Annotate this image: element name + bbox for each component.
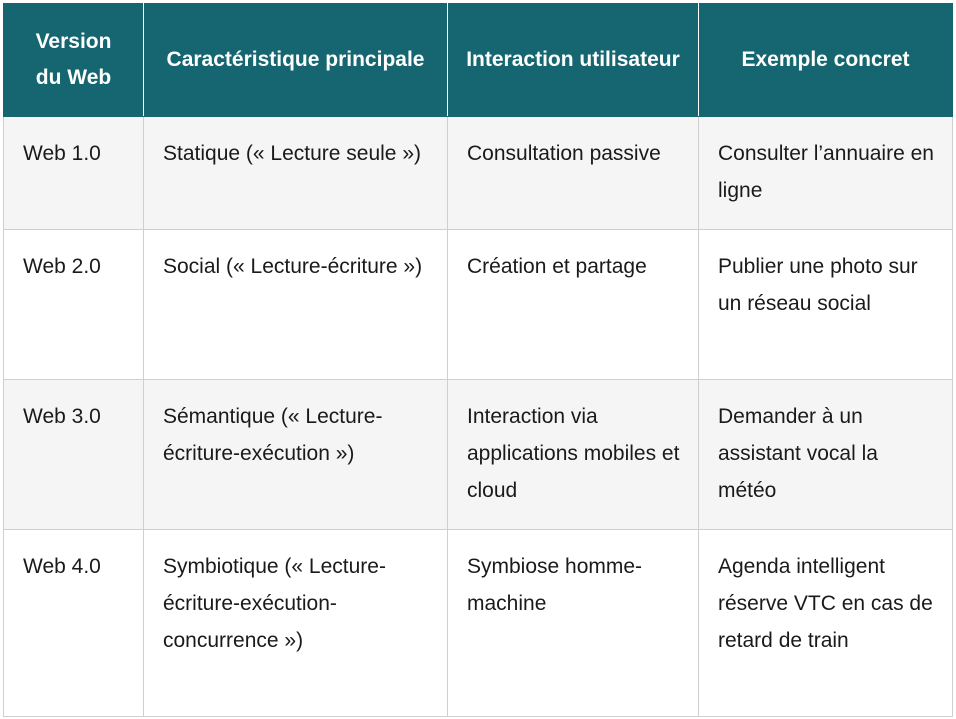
table-row: Web 3.0 Sémantique (« Lecture-écriture-ex… — [3, 379, 953, 530]
table-cell: Demander à un assistant vocal la météo — [698, 379, 953, 530]
table-cell: Social (« Lecture-écriture ») — [143, 229, 448, 380]
header-row: Version du Web Caractéristique principale… — [3, 3, 953, 117]
table-cell: Web 2.0 — [3, 229, 144, 380]
table-cell: Statique (« Lecture seule ») — [143, 116, 448, 230]
comparison-table: Version du Web Caractéristique principale… — [3, 3, 953, 717]
table-cell: Agenda intelligent réserve VTC en cas de… — [698, 529, 953, 717]
table-row: Web 4.0 Symbiotique (« Lecture-écriture-e… — [3, 529, 953, 717]
table-body: Web 1.0 Statique (« Lecture seule ») Consu… — [3, 116, 953, 717]
table-cell: Interaction via applications mobiles et … — [447, 379, 699, 530]
header-cell: Caractéristique principale — [143, 3, 448, 117]
table-cell: Symbiotique (« Lecture-écriture-exécutio… — [143, 529, 448, 717]
table-cell: Consultation passive — [447, 116, 699, 230]
table-cell: Symbiose homme-machine — [447, 529, 699, 717]
table-container: Version du Web Caractéristique principale… — [3, 3, 953, 717]
table-cell: Publier une photo sur un réseau social — [698, 229, 953, 380]
header-cell: Interaction utilisateur — [447, 3, 699, 117]
table-cell: Web 4.0 — [3, 529, 144, 717]
table-cell: Web 1.0 — [3, 116, 144, 230]
table-cell: Création et partage — [447, 229, 699, 380]
table-cell: Sémantique (« Lecture-écriture-exécution… — [143, 379, 448, 530]
table-cell: Web 3.0 — [3, 379, 144, 530]
table-row: Web 2.0 Social (« Lecture-écriture ») Créa… — [3, 229, 953, 380]
table-cell: Consulter l’annuaire en ligne — [698, 116, 953, 230]
table-row: Web 1.0 Statique (« Lecture seule ») Consu… — [3, 116, 953, 230]
header-cell: Exemple concret — [698, 3, 953, 117]
header-cell: Version du Web — [3, 3, 144, 117]
